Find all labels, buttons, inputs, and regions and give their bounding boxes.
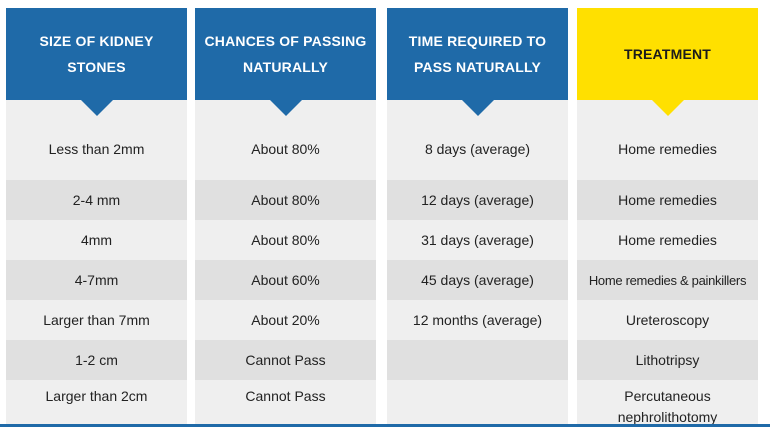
column-treatment: TREATMENT Home remedies Home remedies Ho… [577,8,758,425]
table-cell [387,380,568,424]
table-cell: Ureteroscopy [577,300,758,340]
header-pointer [269,100,302,116]
table-cell: 45 days (average) [387,260,568,300]
column-header: TREATMENT [577,8,758,100]
table-cell: 1-2 cm [6,340,187,380]
table-cell: Home remedies [577,100,758,180]
table-cell: 12 months (average) [387,300,568,340]
header-pointer [461,100,494,116]
table-cell: About 80% [195,180,376,220]
table-cell: Larger than 2cm [6,380,187,424]
table-cell: Percutaneous nephrolithotomy [577,380,758,425]
table-cell: Home remedies & painkillers [577,260,758,300]
table-cell: Larger than 7mm [6,300,187,340]
table-cell: 2-4 mm [6,180,187,220]
table-cell: 4-7mm [6,260,187,300]
table-cell: Home remedies [577,220,758,260]
table-cell: 4mm [6,220,187,260]
column-stone-size: SIZE OF KIDNEY STONES Less than 2mm 2-4 … [6,8,187,424]
table-cell: Cannot Pass [195,340,376,380]
table-cell: Home remedies [577,180,758,220]
table-cell: About 20% [195,300,376,340]
column-passing-chance: CHANCES OF PASSING NATURALLY About 80% A… [195,8,376,424]
table-cell: 8 days (average) [387,100,568,180]
table-cell: Lithotripsy [577,340,758,380]
column-header: CHANCES OF PASSING NATURALLY [195,8,376,100]
column-passing-time: TIME REQUIRED TO PASS NATURALLY 8 days (… [387,8,568,424]
bottom-divider [0,424,770,427]
header-pointer [80,100,113,116]
table-cell [387,340,568,380]
table-cell: 31 days (average) [387,220,568,260]
column-header: SIZE OF KIDNEY STONES [6,8,187,100]
table-cell: 12 days (average) [387,180,568,220]
table-cell: About 80% [195,220,376,260]
column-header: TIME REQUIRED TO PASS NATURALLY [387,8,568,100]
table-cell: About 60% [195,260,376,300]
table-cell: Cannot Pass [195,380,376,424]
header-pointer [651,100,684,116]
